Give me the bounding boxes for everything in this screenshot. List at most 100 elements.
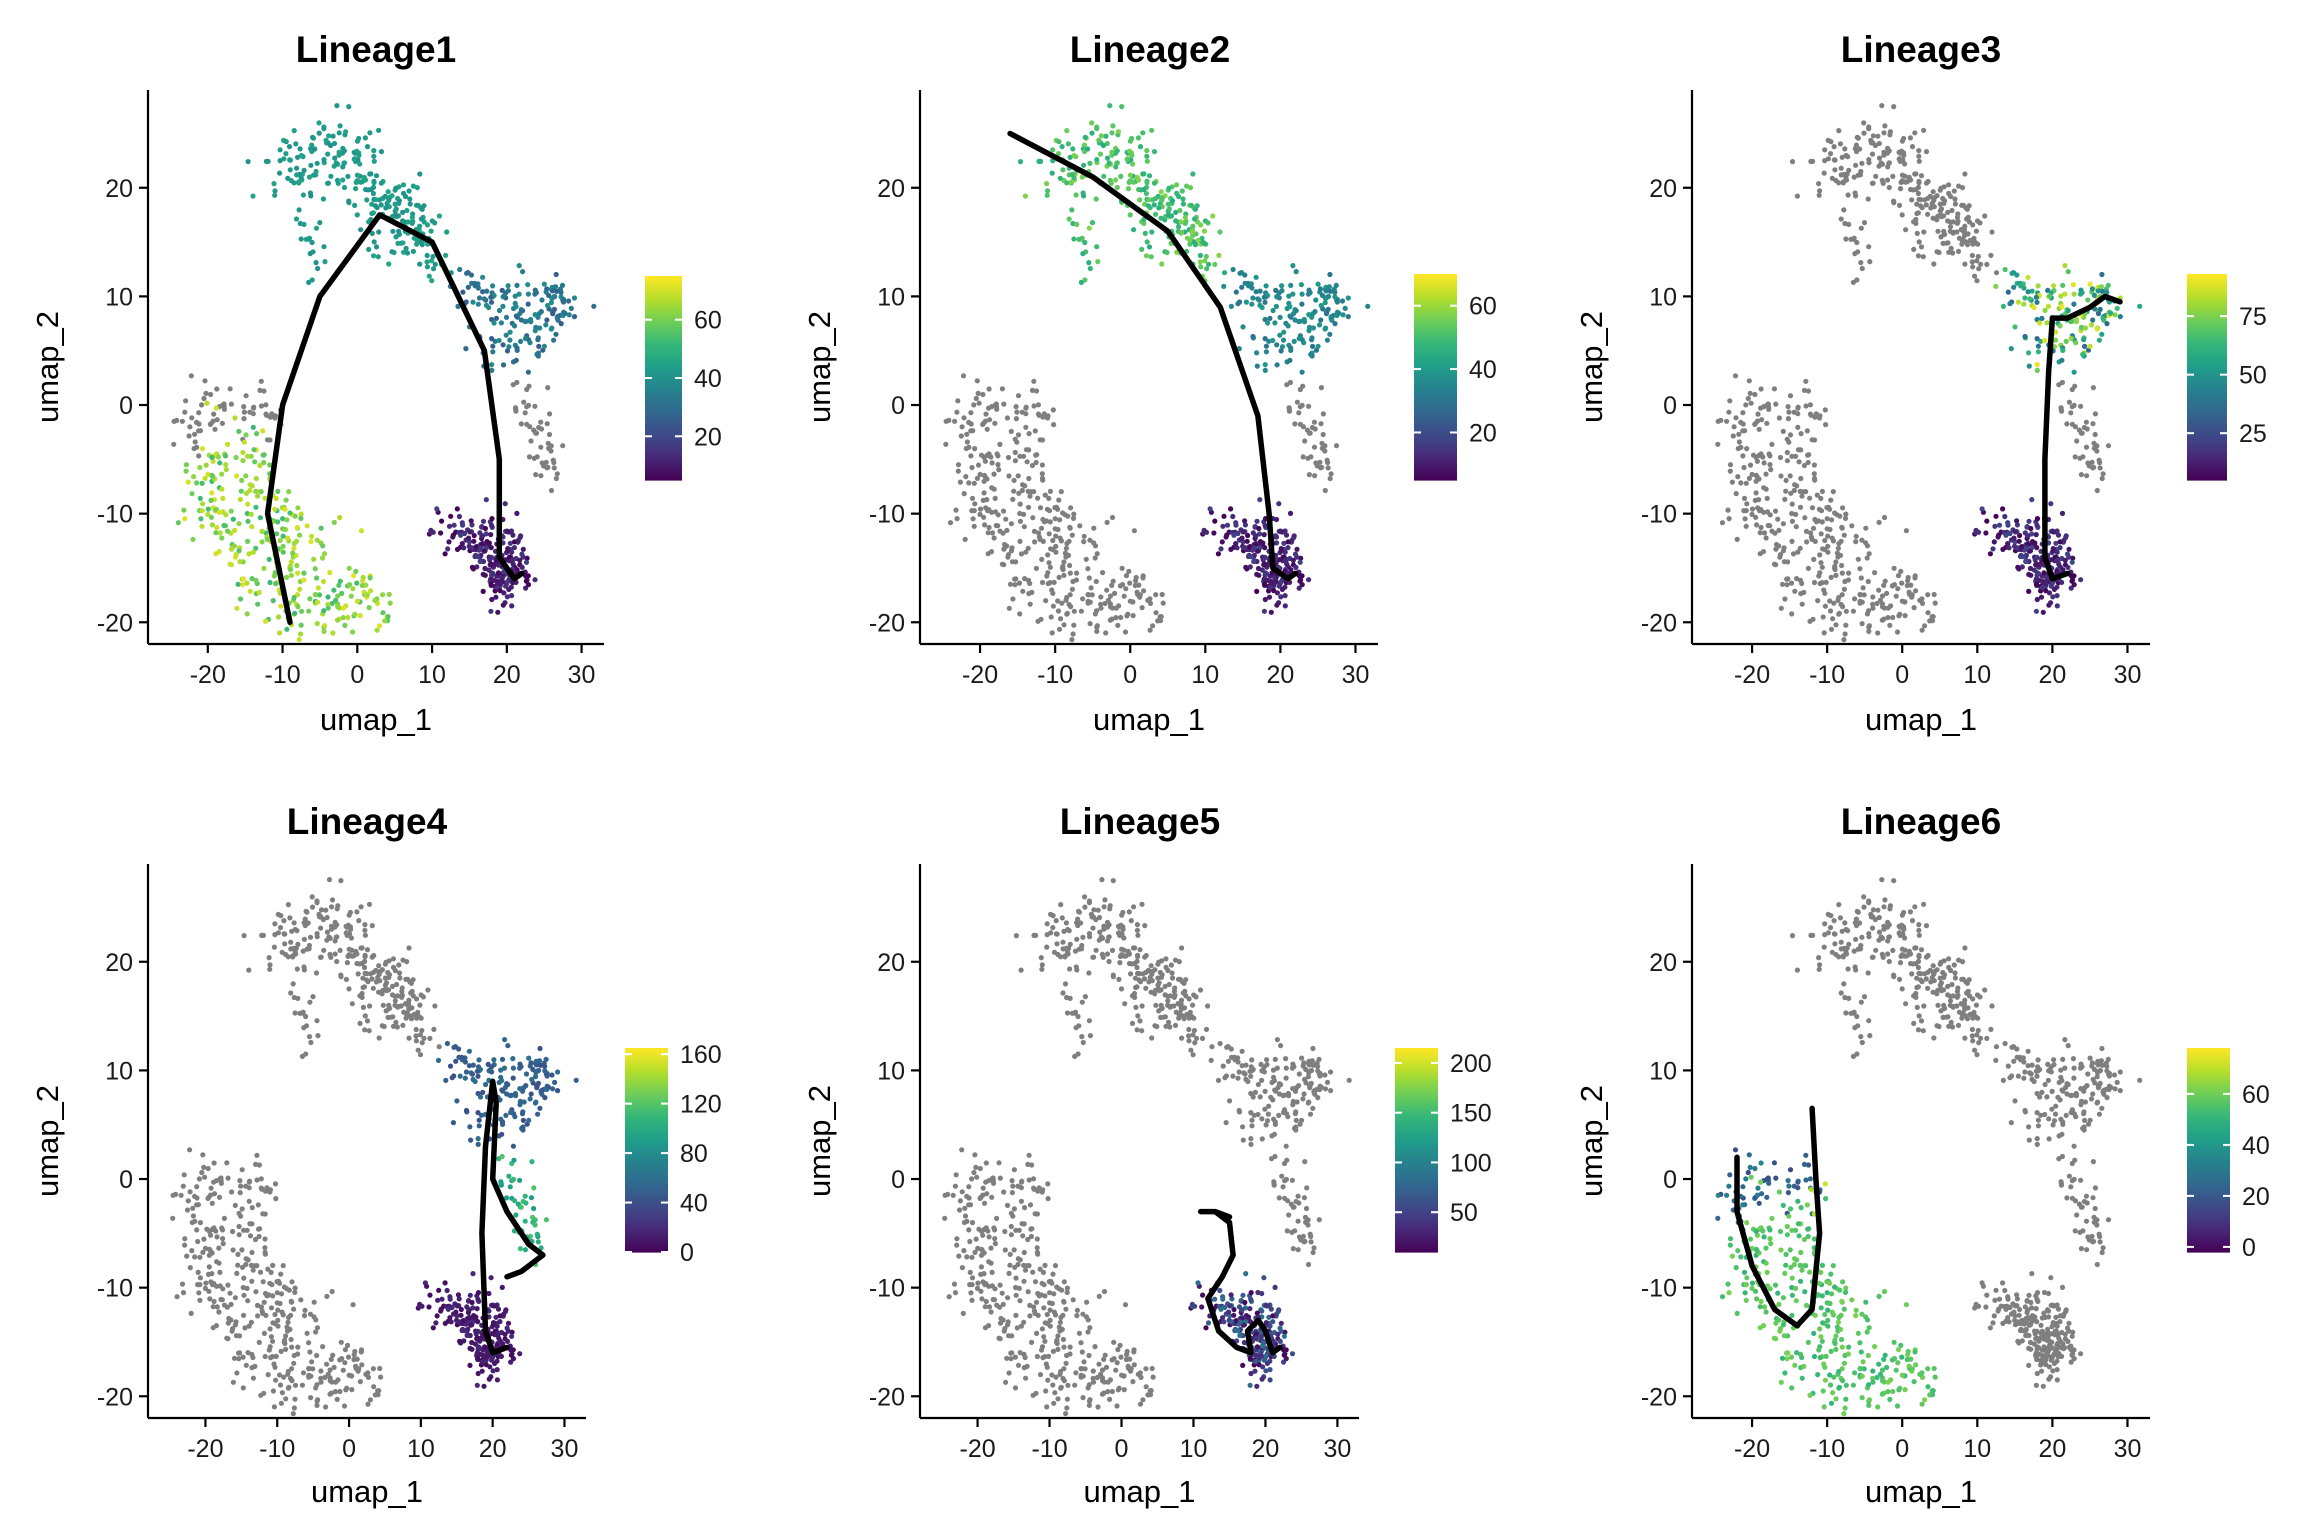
cell-point bbox=[213, 530, 219, 536]
colorbar-segment bbox=[1414, 315, 1457, 320]
cell-point bbox=[505, 1082, 511, 1088]
cell-point bbox=[464, 1304, 470, 1310]
cell-point bbox=[230, 1247, 236, 1253]
cell-point bbox=[1919, 627, 1925, 633]
cell-point bbox=[435, 1297, 441, 1303]
cell-point bbox=[2099, 271, 2105, 278]
colorbar-segment bbox=[1414, 404, 1457, 409]
cell-point bbox=[1276, 501, 1282, 507]
cell-point bbox=[1061, 572, 1067, 579]
colorbar-segment bbox=[1414, 425, 1457, 430]
cell-point bbox=[1067, 524, 1073, 531]
cell-point bbox=[237, 1350, 243, 1356]
cell-point bbox=[1281, 329, 1287, 335]
cell-point bbox=[1115, 129, 1121, 135]
cell-point bbox=[219, 471, 225, 477]
cell-point bbox=[2011, 284, 2017, 290]
cell-point bbox=[390, 1023, 397, 1029]
cell-point bbox=[216, 1309, 222, 1315]
cell-point bbox=[348, 593, 354, 599]
cell-point bbox=[331, 1364, 337, 1370]
cell-point bbox=[403, 245, 409, 251]
cell-point bbox=[1094, 126, 1100, 132]
cell-point bbox=[1108, 180, 1114, 186]
cell-point bbox=[1758, 524, 1764, 531]
cell-point bbox=[225, 441, 231, 447]
cell-point bbox=[552, 293, 558, 300]
cell-point bbox=[1306, 312, 1312, 318]
cell-point bbox=[329, 897, 336, 903]
cell-point bbox=[536, 311, 542, 317]
cell-point bbox=[1063, 545, 1069, 551]
cell-point bbox=[538, 1090, 544, 1096]
cell-point bbox=[311, 1299, 317, 1305]
x-axis-label: umap_1 bbox=[311, 1474, 423, 1509]
cell-point bbox=[2011, 535, 2017, 541]
cell-point bbox=[1013, 576, 1019, 582]
cell-point bbox=[353, 186, 359, 192]
cell-point bbox=[228, 508, 234, 514]
cell-point bbox=[2052, 337, 2059, 343]
cell-point bbox=[1861, 220, 1868, 226]
cell-point bbox=[253, 475, 259, 482]
cell-point bbox=[342, 1360, 348, 1366]
colorbar-segment bbox=[645, 357, 682, 362]
colorbar-segment bbox=[645, 476, 682, 481]
cell-point bbox=[1764, 402, 1770, 408]
cell-point bbox=[261, 452, 267, 458]
cell-point bbox=[1857, 566, 1863, 572]
cell-point bbox=[532, 403, 538, 409]
cell-point bbox=[357, 613, 363, 619]
colorbar-segment bbox=[645, 408, 682, 413]
cell-point bbox=[1278, 594, 1284, 600]
cell-point bbox=[471, 538, 477, 544]
cell-point bbox=[1954, 214, 1960, 221]
cell-point bbox=[1023, 411, 1029, 417]
cell-point bbox=[318, 1379, 324, 1385]
cell-point bbox=[1008, 428, 1014, 434]
cell-point bbox=[1876, 155, 1883, 161]
cell-point bbox=[491, 1057, 497, 1063]
cell-point bbox=[2012, 529, 2018, 535]
cell-point bbox=[1261, 532, 1267, 538]
cell-point bbox=[1854, 239, 1860, 246]
cell-point bbox=[1811, 475, 1818, 481]
cell-point bbox=[396, 962, 402, 968]
cell-point bbox=[180, 1183, 186, 1189]
cell-point bbox=[1811, 579, 1818, 586]
colorbar-segment bbox=[645, 378, 682, 382]
cell-point bbox=[371, 153, 377, 159]
cell-point bbox=[1747, 462, 1754, 468]
cell-point bbox=[1045, 581, 1051, 587]
cell-point bbox=[362, 954, 368, 960]
cell-point bbox=[254, 431, 260, 437]
cell-point bbox=[446, 523, 453, 529]
cell-point bbox=[2033, 561, 2039, 567]
x-axis-label: umap_1 bbox=[320, 702, 432, 737]
cell-point bbox=[1059, 600, 1065, 606]
cell-point bbox=[195, 1238, 201, 1245]
cell-point bbox=[1857, 592, 1863, 598]
cell-point bbox=[249, 1351, 255, 1357]
cell-point bbox=[374, 627, 380, 633]
cell-point bbox=[1085, 566, 1091, 572]
cell-point bbox=[1809, 505, 1816, 511]
cell-point bbox=[1989, 229, 1995, 235]
cell-point bbox=[314, 1325, 321, 1331]
cell-point bbox=[507, 337, 513, 343]
cell-point bbox=[308, 533, 315, 539]
cell-point bbox=[2034, 596, 2040, 603]
cell-point bbox=[340, 615, 346, 621]
cell-point bbox=[1278, 348, 1284, 354]
cell-point bbox=[1771, 386, 1777, 392]
cell-point bbox=[1816, 506, 1822, 512]
cell-point bbox=[257, 515, 263, 521]
cell-point bbox=[405, 219, 411, 225]
colorbar-segment bbox=[1414, 401, 1457, 406]
cell-point bbox=[529, 1076, 535, 1083]
cell-point bbox=[349, 1001, 355, 1007]
cell-point bbox=[493, 315, 499, 321]
cell-point bbox=[1046, 531, 1052, 537]
cell-point bbox=[1819, 488, 1825, 494]
cell-point bbox=[1729, 479, 1735, 485]
